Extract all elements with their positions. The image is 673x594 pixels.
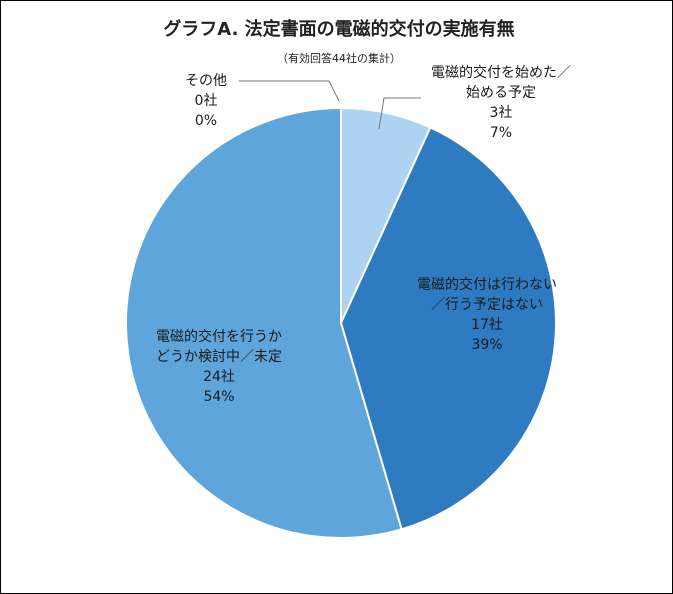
leader-line-other (239, 80, 340, 102)
pie-slices (125, 106, 557, 539)
slice-label-line: 始める予定 (466, 85, 536, 101)
leader-lines (239, 80, 421, 130)
slice-label-line: ／行う予定はない (431, 297, 543, 313)
slice-label-line: 電磁的交付は行わない (417, 276, 557, 293)
slice-percent: 39% (471, 337, 502, 353)
slice-count: 17社 (471, 317, 503, 333)
slice-label-line: どうか検討中／未定 (156, 349, 282, 365)
slice-percent: 0% (195, 113, 217, 129)
slice-labels: その他 0社 0% 電磁的交付を始めた／ 始める予定 3社 7% 電磁的交付は行わない ／行う予… (156, 64, 571, 405)
slice-label-line: 電磁的交付を行うか (156, 328, 282, 345)
slice-label-line: 電磁的交付を始めた／ (431, 64, 571, 81)
slice-count: 0社 (195, 93, 218, 109)
chart-title: グラフA. 法定書面の電磁的交付の実施有無 (163, 18, 514, 40)
slice-other-label: その他 0社 0% (185, 73, 227, 129)
slice-percent: 7% (490, 125, 512, 141)
slice-label-line: その他 (185, 73, 227, 89)
slice-started-label: 電磁的交付を始めた／ 始める予定 3社 7% (431, 64, 571, 141)
slice-count: 24社 (203, 369, 235, 385)
chart-subtitle: （有効回答44社の集計） (277, 51, 401, 65)
slice-not-planned-label: 電磁的交付は行わない ／行う予定はない 17社 39% (417, 276, 557, 353)
slice-percent: 54% (203, 389, 234, 405)
slice-count: 3社 (490, 105, 513, 121)
leader-line-started (378, 97, 421, 130)
slice-undecided (125, 106, 403, 539)
slice-not-planned (339, 126, 557, 531)
